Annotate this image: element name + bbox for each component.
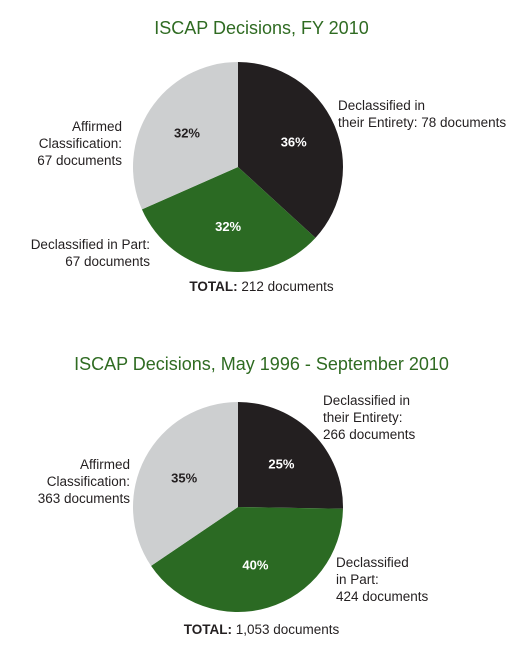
- total-label: TOTAL:: [189, 279, 238, 294]
- callout-declassified-part: Declassified in Part: 424 documents: [336, 555, 429, 604]
- callout-declassified-entirety: Declassified in their Entirety: 78 docum…: [338, 98, 507, 130]
- pct-label-declassified-entirety: 25%: [268, 456, 294, 471]
- slice-affirmed-classification: [133, 62, 238, 210]
- chart-title: ISCAP Decisions, FY 2010: [154, 18, 369, 38]
- slice-declassified-entirety: [238, 62, 344, 238]
- pct-label-affirmed-classification: 32%: [174, 126, 200, 141]
- pct-label-declassified-part: 32%: [215, 219, 241, 234]
- pie-chart-fy2010: 36% 32% 32%: [133, 62, 344, 272]
- pie-chart-1996-2010: 25% 40% 35%: [132, 402, 343, 612]
- slice-declassified-part: [141, 167, 316, 272]
- total-line: TOTAL: 212 documents: [0, 279, 523, 294]
- pct-label-declassified-entirety: 36%: [281, 134, 307, 149]
- slice-declassified-part: [151, 507, 343, 612]
- total-label: TOTAL:: [183, 622, 232, 637]
- total-value: 1,053 documents: [235, 622, 340, 637]
- callout-declassified-part: Declassified in Part: 67 documents: [30, 237, 150, 269]
- chart-title: ISCAP Decisions, May 1996 - September 20…: [74, 354, 449, 374]
- chart-1996-2010: ISCAP Decisions, May 1996 - September 20…: [0, 340, 523, 658]
- total-line: TOTAL: 1,053 documents: [0, 622, 523, 637]
- total-value: 212 documents: [241, 279, 334, 294]
- pct-label-declassified-part: 40%: [242, 557, 268, 572]
- chart-fy2010: ISCAP Decisions, FY 2010 36% 32% 32% Decla…: [0, 0, 523, 310]
- callout-declassified-entirety: Declassified in their Entirety: 266 docu…: [323, 393, 416, 442]
- callout-affirmed-classification: Affirmed Classification: 67 documents: [37, 119, 122, 168]
- slice-affirmed-classification: [132, 402, 238, 566]
- callout-affirmed-classification: Affirmed Classification: 363 documents: [37, 457, 130, 506]
- slice-declassified-entirety: [238, 402, 343, 509]
- pct-label-affirmed-classification: 35%: [171, 470, 197, 485]
